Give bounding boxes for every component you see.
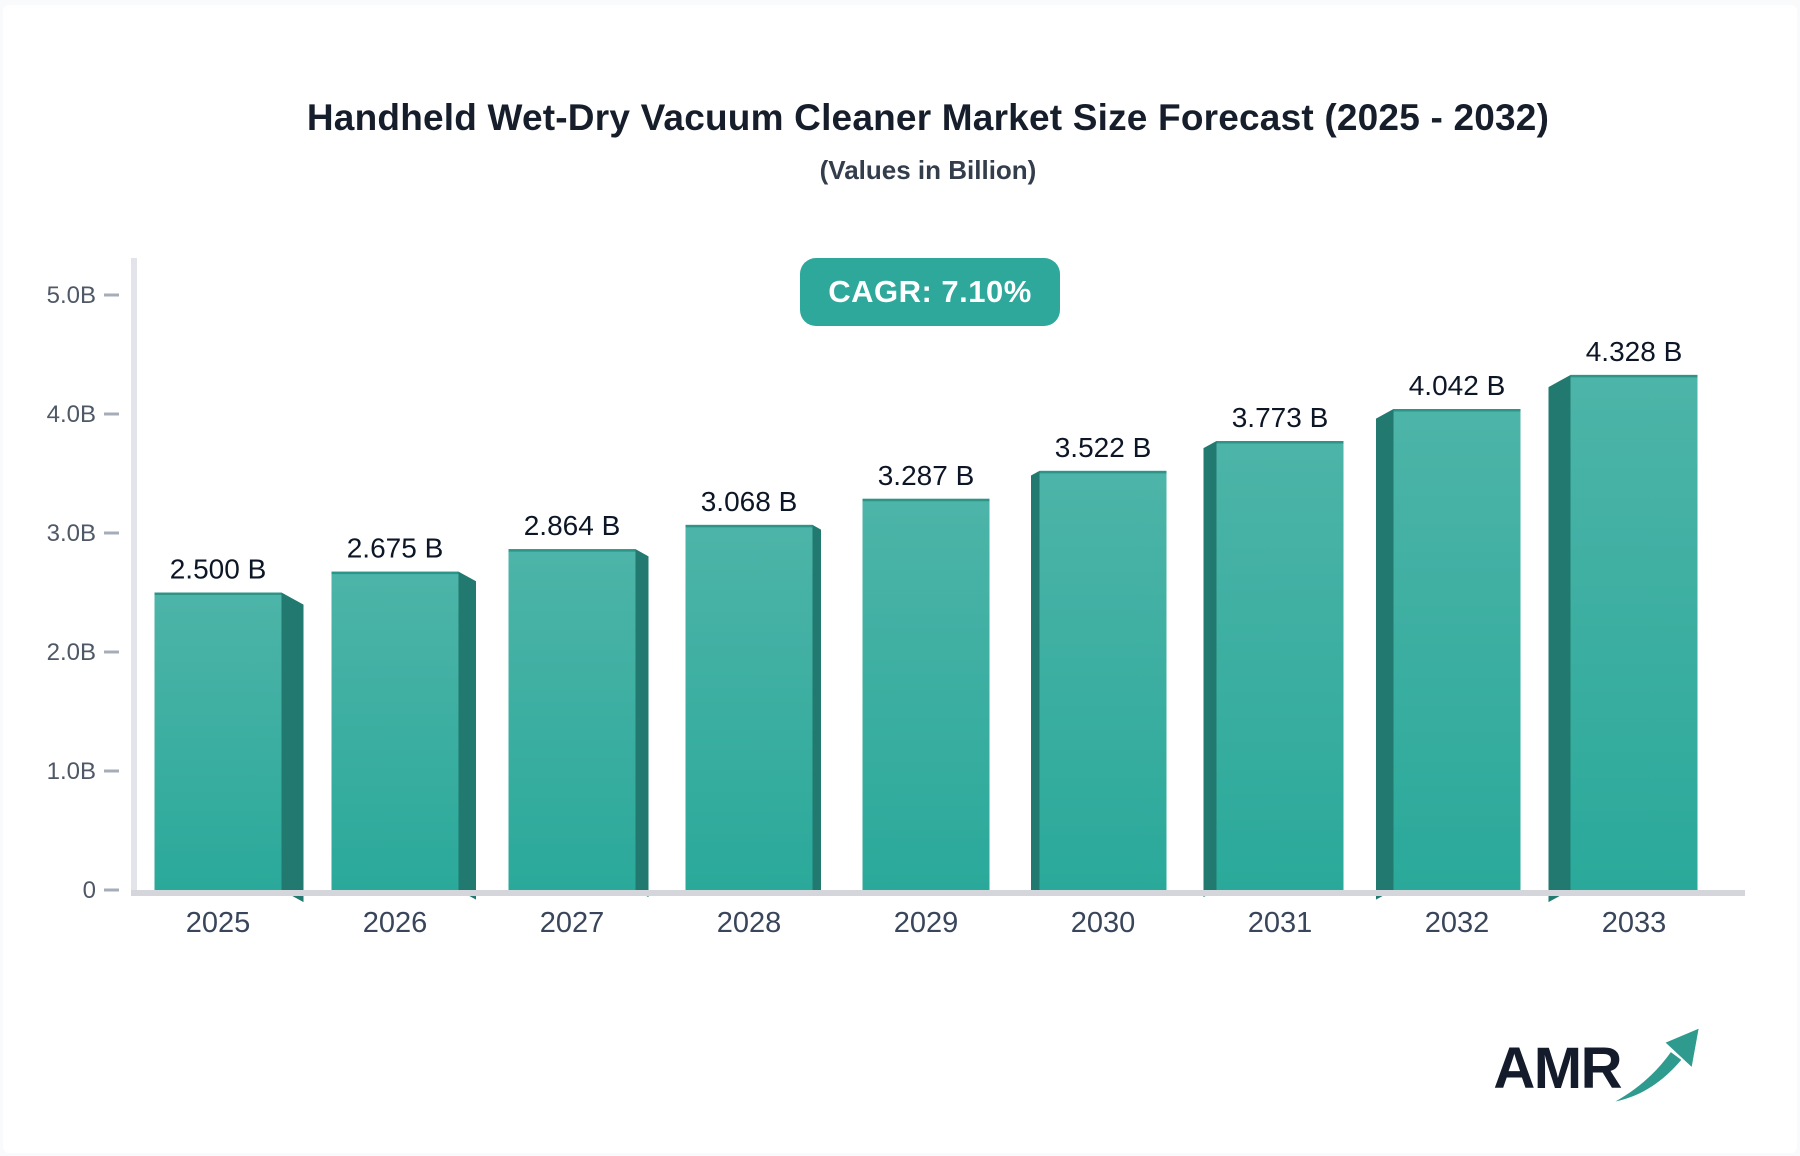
bar-chart: 0 1.0B 2.0B 3.0B 4.0B 5.0B 2.500 B 2.675 B 2.86…: [47, 258, 1745, 939]
x-axis-label: 2025: [186, 907, 251, 939]
bar-side-face: [812, 524, 821, 895]
y-axis-line: [131, 258, 137, 896]
bar-front-face: [862, 498, 990, 890]
bar-value-label: 3.522 B: [1055, 432, 1152, 463]
chart-header: Handheld Wet-Dry Vacuum Cleaner Market S…: [59, 5, 1797, 186]
bar-value-label: 3.287 B: [878, 460, 975, 491]
bar-side-face: [281, 592, 304, 903]
bar-side-face: [1548, 374, 1571, 903]
bar-front-face: [685, 524, 813, 890]
y-axis-ticks-group: 0 1.0B 2.0B 3.0B 4.0B 5.0B: [47, 282, 119, 904]
x-axis-label: 2027: [540, 907, 605, 939]
bar-value-label: 3.773 B: [1232, 402, 1329, 433]
bar-front-face: [1570, 374, 1698, 890]
bar-value-label: 3.068 B: [701, 486, 798, 517]
x-axis-label: 2032: [1425, 907, 1490, 939]
bar-value-label: 2.500 B: [170, 554, 267, 585]
y-tick-mark: [104, 531, 119, 535]
y-tick-mark: [104, 412, 119, 416]
bar-value-label: 4.328 B: [1586, 336, 1683, 367]
chart-title: Handheld Wet-Dry Vacuum Cleaner Market S…: [306, 97, 1550, 138]
y-tick-label: 0: [83, 877, 96, 904]
y-tick-label: 5.0B: [47, 282, 96, 309]
bar-front-face: [154, 592, 282, 890]
y-tick-label: 1.0B: [47, 758, 96, 785]
bar-front-face: [1216, 441, 1344, 890]
bar-side-face: [458, 571, 476, 900]
y-tick-mark: [104, 888, 119, 892]
bar-side-face: [635, 549, 649, 898]
bar-front-face: [1039, 470, 1167, 890]
bar-side-face: [1203, 441, 1217, 898]
x-axis-label: 2033: [1602, 907, 1667, 939]
x-axis-label: 2028: [717, 907, 782, 939]
bar-value-label: 2.675 B: [347, 533, 444, 564]
bar-front-face: [1393, 409, 1521, 890]
chart-card: Handheld Wet-Dry Vacuum Cleaner Market S…: [3, 5, 1797, 1153]
bar-value-labels-group: 2.500 B 2.675 B 2.864 B 3.068 B 3.287 B 3.522…: [170, 336, 1683, 585]
bar-value-label: 4.042 B: [1409, 370, 1506, 401]
bar-front-face: [508, 549, 636, 890]
x-axis-label: 2026: [363, 907, 428, 939]
y-tick-label: 3.0B: [47, 520, 96, 547]
amr-logo-text: AMR: [1493, 1035, 1622, 1101]
y-tick-mark: [104, 293, 119, 297]
y-tick-mark: [104, 769, 119, 773]
bar-side-face: [1031, 470, 1040, 895]
x-axis-labels-group: 2025 2026 2027 2028 2029 2030 2031 2032 2033: [186, 907, 1667, 939]
bar-front-face: [331, 571, 459, 890]
cagr-badge: CAGR: 7.10%: [800, 258, 1060, 326]
x-axis-label: 2029: [894, 907, 959, 939]
x-axis-label: 2031: [1248, 907, 1313, 939]
x-axis-label: 2030: [1071, 907, 1136, 939]
amr-logo: AMR: [1493, 1028, 1701, 1105]
y-tick-label: 4.0B: [47, 401, 96, 428]
bar-side-face: [1376, 409, 1394, 900]
chart-subtitle: (Values in Billion): [819, 155, 1037, 185]
bars-group: [154, 374, 1698, 903]
y-tick-label: 2.0B: [47, 639, 96, 666]
bar-value-label: 2.864 B: [524, 510, 621, 541]
x-axis-line: [131, 890, 1745, 896]
logo-arrow-icon: [1615, 1028, 1699, 1102]
y-tick-mark: [104, 650, 119, 654]
